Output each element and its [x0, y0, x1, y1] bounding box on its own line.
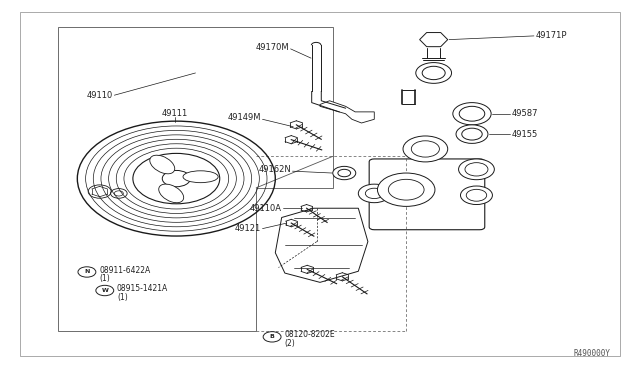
Text: N: N [84, 269, 90, 275]
Text: W: W [101, 288, 108, 293]
Ellipse shape [150, 155, 175, 174]
Text: 49110: 49110 [86, 91, 113, 100]
Text: 49149M: 49149M [228, 113, 261, 122]
Text: (1): (1) [117, 293, 127, 302]
Text: 49587: 49587 [511, 109, 538, 118]
Text: B: B [269, 334, 275, 339]
Text: 49155: 49155 [511, 129, 538, 139]
Polygon shape [420, 32, 448, 46]
Text: (2): (2) [284, 339, 295, 348]
Text: 49110A: 49110A [250, 204, 282, 213]
Text: 49162N: 49162N [259, 165, 291, 174]
Text: 49171P: 49171P [536, 31, 567, 41]
Circle shape [456, 125, 488, 143]
Circle shape [96, 285, 114, 296]
Ellipse shape [183, 171, 218, 183]
Text: 08915-1421A: 08915-1421A [117, 284, 168, 293]
Polygon shape [275, 208, 368, 282]
Circle shape [459, 159, 494, 180]
Text: 08120-8202E: 08120-8202E [284, 330, 335, 340]
Text: 49170M: 49170M [256, 42, 289, 51]
Circle shape [263, 332, 281, 342]
Circle shape [78, 267, 96, 277]
Ellipse shape [159, 184, 184, 203]
Text: (1): (1) [99, 274, 110, 283]
Circle shape [461, 186, 492, 205]
Circle shape [403, 136, 448, 162]
Polygon shape [320, 101, 374, 123]
Circle shape [333, 166, 356, 180]
Text: R490000Y: R490000Y [573, 349, 611, 358]
Circle shape [378, 173, 435, 206]
Circle shape [416, 62, 452, 83]
Circle shape [453, 103, 491, 125]
Text: 08911-6422A: 08911-6422A [99, 266, 150, 275]
Circle shape [358, 184, 390, 203]
FancyBboxPatch shape [369, 159, 484, 230]
Text: 49111: 49111 [162, 109, 188, 118]
Text: 49121: 49121 [235, 224, 261, 233]
